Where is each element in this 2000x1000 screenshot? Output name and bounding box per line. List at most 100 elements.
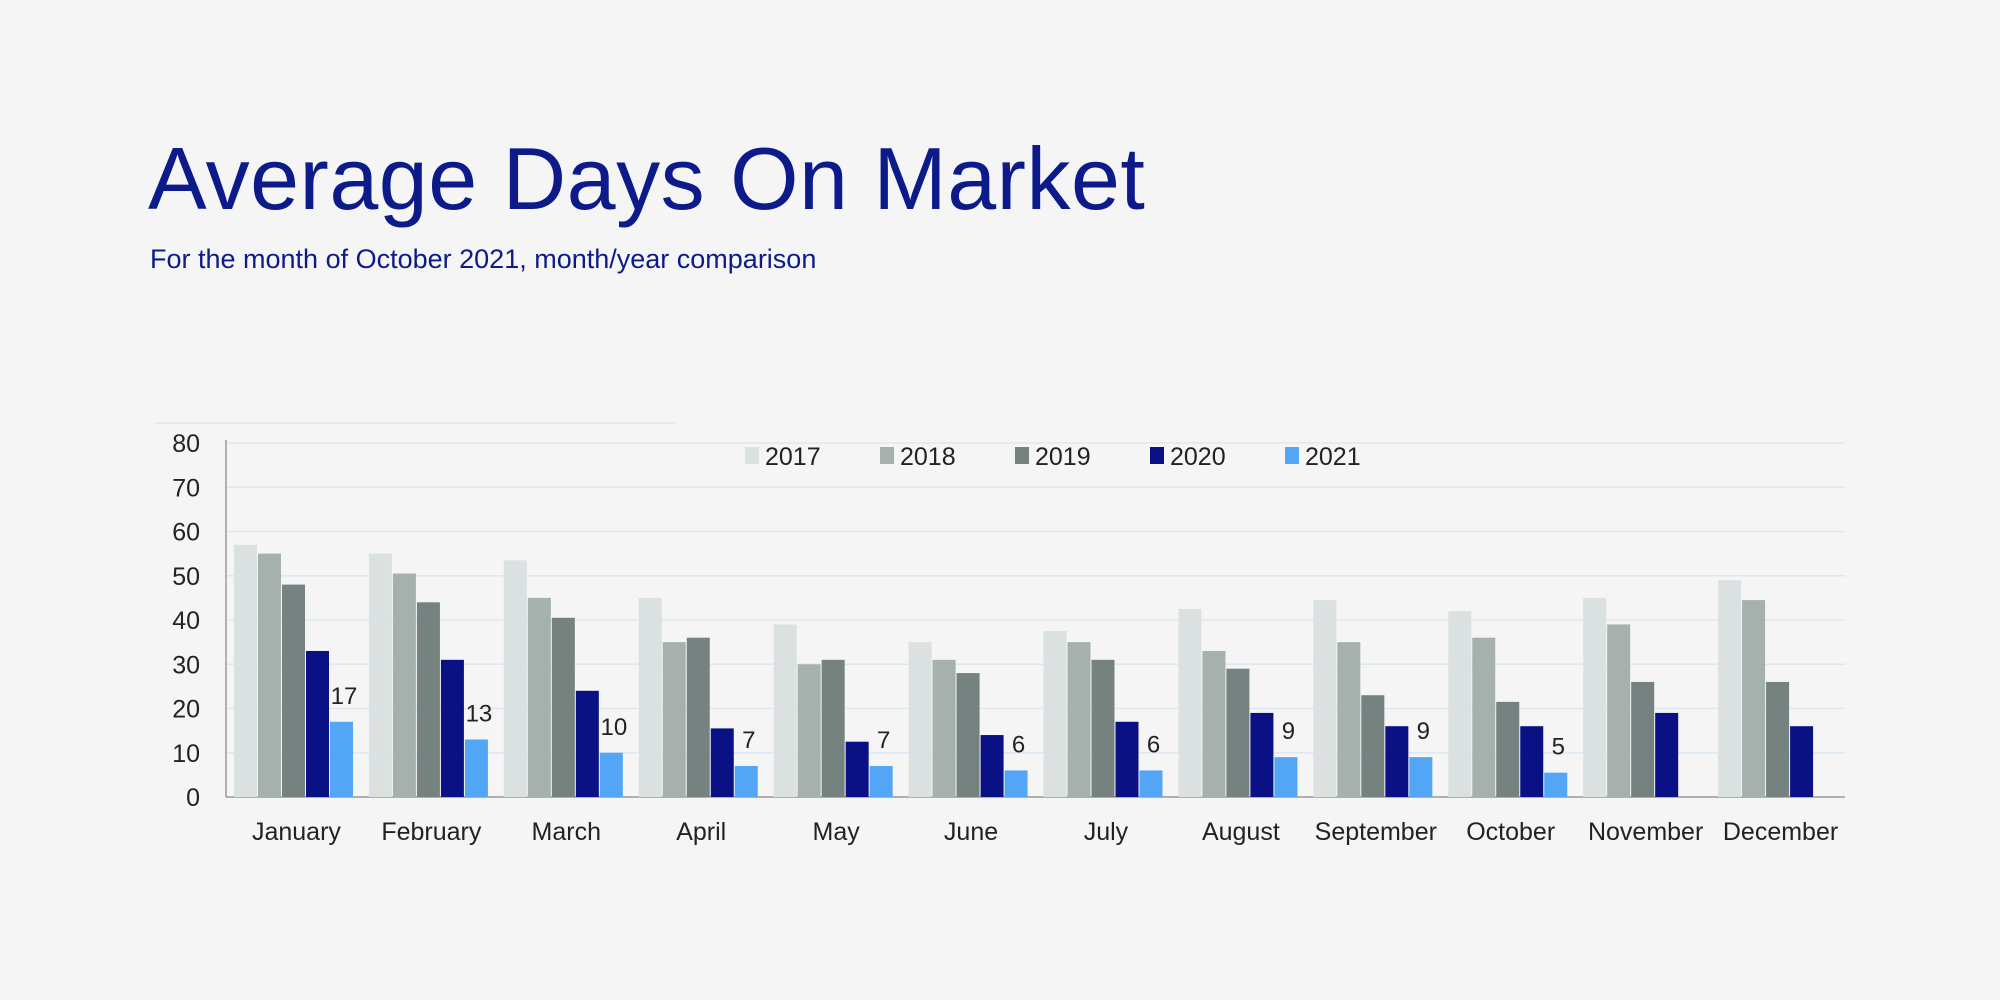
bar-2020-august bbox=[1250, 712, 1274, 797]
chart-title: Average Days On Market bbox=[148, 129, 1146, 228]
y-tick-label: 50 bbox=[172, 563, 200, 591]
bar-2018-august bbox=[1202, 650, 1226, 797]
bar-2019-december bbox=[1766, 681, 1790, 797]
bar-2020-march bbox=[575, 690, 599, 797]
data-label: 5 bbox=[1552, 734, 1565, 761]
bar-2020-november bbox=[1655, 712, 1679, 797]
bar-2020-april bbox=[710, 728, 734, 797]
bar-2020-october bbox=[1520, 726, 1544, 797]
bar-2020-february bbox=[440, 659, 464, 797]
bar-2021-may bbox=[869, 766, 893, 797]
bar-2017-december bbox=[1718, 580, 1742, 797]
bar-2017-february bbox=[368, 553, 392, 797]
bar-2019-october bbox=[1496, 701, 1520, 797]
bar-2018-february bbox=[392, 573, 416, 797]
bar-2018-october bbox=[1472, 637, 1496, 797]
x-tick-label: April bbox=[676, 818, 726, 846]
x-tick-label: December bbox=[1723, 818, 1838, 846]
legend-swatch-2018 bbox=[880, 447, 894, 464]
data-label: 9 bbox=[1417, 718, 1430, 745]
data-label: 6 bbox=[1012, 731, 1025, 758]
bar-2020-may bbox=[845, 741, 869, 797]
bar-2021-july bbox=[1139, 770, 1163, 797]
bar-2019-june bbox=[956, 673, 980, 797]
chart-subtitle: For the month of October 2021, month/yea… bbox=[150, 244, 817, 274]
y-tick-label: 40 bbox=[172, 607, 200, 635]
bar-2017-june bbox=[908, 642, 932, 797]
bar-2019-november bbox=[1631, 681, 1655, 797]
data-label: 9 bbox=[1282, 718, 1295, 745]
bar-2020-september bbox=[1385, 726, 1409, 797]
legend-label: 2020 bbox=[1170, 443, 1226, 471]
legend-swatch-2017 bbox=[745, 447, 759, 464]
data-label: 10 bbox=[600, 714, 627, 741]
bar-2019-september bbox=[1361, 695, 1385, 797]
y-tick-label: 20 bbox=[172, 696, 200, 724]
y-tick-label: 10 bbox=[172, 740, 200, 768]
bar-2017-may bbox=[773, 624, 797, 797]
bar-2018-july bbox=[1067, 642, 1091, 797]
bar-2018-may bbox=[797, 664, 821, 797]
y-tick-label: 30 bbox=[172, 651, 200, 679]
legend-label: 2021 bbox=[1305, 443, 1361, 471]
bar-2019-august bbox=[1226, 668, 1250, 797]
bar-2018-march bbox=[527, 597, 551, 797]
bar-2021-august bbox=[1274, 757, 1298, 797]
x-tick-label: February bbox=[381, 818, 482, 846]
legend-label: 2019 bbox=[1035, 443, 1091, 471]
bar-2020-july bbox=[1115, 721, 1139, 797]
legend-swatch-2019 bbox=[1015, 447, 1029, 464]
x-tick-label: June bbox=[944, 818, 998, 846]
data-label: 7 bbox=[742, 727, 755, 754]
bar-2021-february bbox=[464, 739, 488, 797]
bar-2018-december bbox=[1742, 600, 1766, 797]
bar-2019-may bbox=[821, 659, 845, 797]
bar-2018-april bbox=[662, 642, 686, 797]
bar-2019-january bbox=[282, 584, 305, 797]
data-label: 13 bbox=[466, 700, 493, 727]
data-label: 6 bbox=[1147, 731, 1160, 758]
bar-2019-april bbox=[686, 637, 710, 797]
bar-2017-august bbox=[1178, 608, 1202, 797]
y-tick-label: 80 bbox=[172, 430, 200, 458]
y-tick-label: 70 bbox=[172, 474, 200, 502]
bar-2018-november bbox=[1607, 624, 1631, 797]
bar-2021-june bbox=[1004, 770, 1028, 797]
x-tick-label: October bbox=[1466, 818, 1555, 846]
legend-swatch-2021 bbox=[1285, 447, 1299, 464]
x-tick-label: September bbox=[1315, 818, 1437, 846]
bar-2021-march bbox=[599, 752, 623, 797]
bar-2020-december bbox=[1790, 726, 1814, 797]
bar-2021-january bbox=[330, 721, 353, 797]
x-tick-label: January bbox=[252, 818, 341, 846]
y-tick-label: 60 bbox=[172, 519, 200, 547]
bar-2017-january bbox=[234, 544, 257, 797]
bar-2021-october bbox=[1544, 772, 1568, 797]
bar-2017-march bbox=[503, 560, 527, 797]
x-tick-label: March bbox=[532, 818, 601, 846]
legend-label: 2018 bbox=[900, 443, 956, 471]
bar-2021-april bbox=[734, 766, 758, 797]
data-label: 7 bbox=[877, 727, 890, 754]
x-tick-label: August bbox=[1202, 818, 1280, 846]
x-tick-label: July bbox=[1084, 818, 1129, 846]
bar-2020-january bbox=[306, 650, 329, 797]
bar-2017-october bbox=[1448, 611, 1472, 797]
bar-2017-july bbox=[1043, 631, 1067, 797]
x-tick-label: November bbox=[1588, 818, 1703, 846]
bar-2017-april bbox=[638, 597, 662, 797]
bar-2019-july bbox=[1091, 659, 1115, 797]
bar-2019-february bbox=[416, 602, 440, 797]
bar-2017-november bbox=[1583, 597, 1607, 797]
bar-2021-september bbox=[1409, 757, 1433, 797]
x-tick-label: May bbox=[813, 818, 861, 846]
bar-2019-march bbox=[551, 617, 575, 797]
data-label: 17 bbox=[331, 683, 358, 710]
bar-2017-september bbox=[1313, 600, 1337, 797]
y-tick-label: 0 bbox=[186, 784, 200, 812]
bar-2018-september bbox=[1337, 642, 1361, 797]
legend-swatch-2020 bbox=[1150, 447, 1164, 464]
bar-2018-january bbox=[258, 553, 281, 797]
bar-2018-june bbox=[932, 659, 956, 797]
